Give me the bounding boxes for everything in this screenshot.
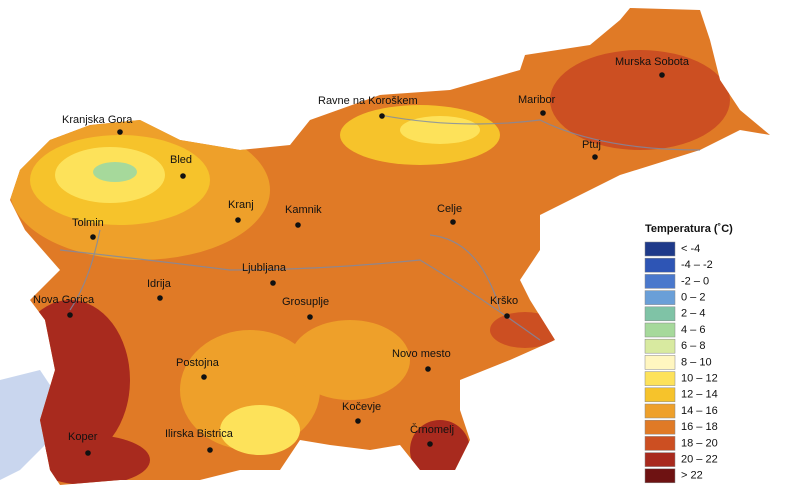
city-dot — [180, 173, 186, 179]
city-label: Ilirska Bistrica — [165, 428, 234, 440]
city-dot — [450, 219, 456, 225]
legend-swatch — [644, 403, 676, 419]
city-label: Murska Sobota — [615, 56, 690, 68]
city-label: Novo mesto — [392, 348, 451, 360]
city-dot — [201, 374, 207, 380]
legend-swatch — [644, 387, 676, 403]
legend-swatch — [644, 468, 676, 484]
legend-label: 16 – 18 — [681, 421, 718, 433]
city-label: Ljubljana — [242, 262, 287, 274]
legend-label: 2 – 4 — [681, 308, 705, 320]
legend-label: 10 – 12 — [681, 373, 718, 385]
legend-swatch — [644, 355, 676, 370]
legend-label: > 22 — [681, 470, 703, 482]
city-dot — [592, 154, 598, 160]
legend-swatch — [644, 419, 676, 435]
city-label: Celje — [437, 203, 462, 215]
legend-label: 0 – 2 — [681, 292, 705, 304]
city-label: Maribor — [518, 94, 556, 106]
legend-swatch — [644, 452, 676, 467]
city-dot — [425, 366, 431, 372]
legend-swatch — [644, 322, 676, 338]
city-label: Krško — [490, 295, 518, 307]
legend-label: < -4 — [681, 243, 700, 255]
city-dot — [504, 313, 510, 319]
city-label: Kočevje — [342, 401, 381, 413]
legend-swatch — [644, 436, 676, 451]
city-dot — [157, 295, 163, 301]
legend-label: 4 – 6 — [681, 324, 705, 336]
city-dot — [117, 129, 123, 135]
city-label: Kamnik — [285, 204, 322, 216]
legend-swatch — [644, 306, 676, 322]
city-dot — [207, 447, 213, 453]
city-dot — [90, 234, 96, 240]
legend-swatch — [644, 371, 676, 386]
legend-label: 6 – 8 — [681, 340, 705, 352]
legend-swatch — [644, 338, 676, 354]
legend-label: 18 – 20 — [681, 437, 718, 449]
city-dot — [235, 217, 241, 223]
city-dot — [295, 222, 301, 228]
city-dot — [540, 110, 546, 116]
city-dot — [379, 113, 385, 119]
legend: Temperatura (˚C) < -4 -4 – -2 -2 – 0 0 – 2 2… — [644, 223, 733, 484]
city-dot — [307, 314, 313, 320]
city-dot — [355, 418, 361, 424]
city-dot — [270, 280, 276, 286]
legend-label: -4 – -2 — [681, 259, 713, 271]
legend-label: 8 – 10 — [681, 356, 712, 368]
city-label: Ptuj — [582, 139, 601, 151]
legend-label: -2 – 0 — [681, 275, 709, 287]
legend-swatch — [644, 257, 676, 273]
legend-label: 20 – 22 — [681, 454, 718, 466]
city-dot — [427, 441, 433, 447]
city-label: Tolmin — [72, 217, 104, 229]
legend-title: Temperatura (˚C) — [645, 223, 733, 235]
city-label: Ravne na Koroškem — [318, 95, 418, 107]
legend-swatch — [644, 241, 676, 257]
city-dot — [85, 450, 91, 456]
rivers — [59, 114, 701, 341]
legend-swatch — [644, 274, 676, 289]
city-label: Kranjska Gora — [62, 114, 133, 126]
city-label: Idrija — [147, 278, 172, 290]
legend-label: 14 – 16 — [681, 405, 718, 417]
city-label: Črnomelj — [410, 423, 454, 436]
legend-swatch — [644, 290, 676, 305]
city-label: Postojna — [176, 357, 220, 369]
city-label: Nova Gorica — [33, 294, 95, 306]
cities: Murska Sobota Ravne na Koroškem Maribor Kra… — [33, 56, 690, 456]
city-label: Grosuplje — [282, 296, 329, 308]
city-dot — [659, 72, 665, 78]
sea — [0, 370, 60, 480]
legend-label: 12 – 14 — [681, 389, 718, 401]
city-label: Kranj — [228, 199, 254, 211]
city-label: Bled — [170, 154, 192, 166]
city-label: Koper — [68, 431, 98, 443]
city-dot — [67, 312, 73, 318]
